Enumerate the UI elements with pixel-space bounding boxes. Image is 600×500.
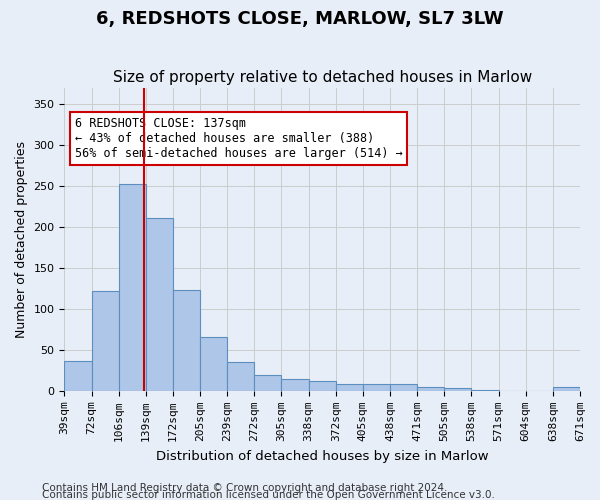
Y-axis label: Number of detached properties: Number of detached properties [15, 141, 28, 338]
Text: 6, REDSHOTS CLOSE, MARLOW, SL7 3LW: 6, REDSHOTS CLOSE, MARLOW, SL7 3LW [96, 10, 504, 28]
X-axis label: Distribution of detached houses by size in Marlow: Distribution of detached houses by size … [156, 450, 488, 462]
Bar [227, 362, 254, 391]
Bar [553, 387, 580, 391]
Bar [308, 381, 336, 391]
Bar [417, 387, 445, 391]
Bar [281, 380, 308, 391]
Bar [119, 184, 146, 391]
Bar [390, 384, 417, 391]
Bar [472, 390, 499, 391]
Bar [363, 384, 390, 391]
Text: 6 REDSHOTS CLOSE: 137sqm
← 43% of detached houses are smaller (388)
56% of semi-: 6 REDSHOTS CLOSE: 137sqm ← 43% of detach… [75, 117, 403, 160]
Text: Contains HM Land Registry data © Crown copyright and database right 2024.: Contains HM Land Registry data © Crown c… [42, 483, 448, 493]
Title: Size of property relative to detached houses in Marlow: Size of property relative to detached ho… [113, 70, 532, 86]
Bar [173, 290, 200, 391]
Bar [146, 218, 173, 391]
Bar [64, 360, 92, 391]
Bar [336, 384, 363, 391]
Bar [254, 374, 281, 391]
Bar [200, 337, 227, 391]
Bar [445, 388, 472, 391]
Bar [92, 291, 119, 391]
Text: Contains public sector information licensed under the Open Government Licence v3: Contains public sector information licen… [42, 490, 495, 500]
